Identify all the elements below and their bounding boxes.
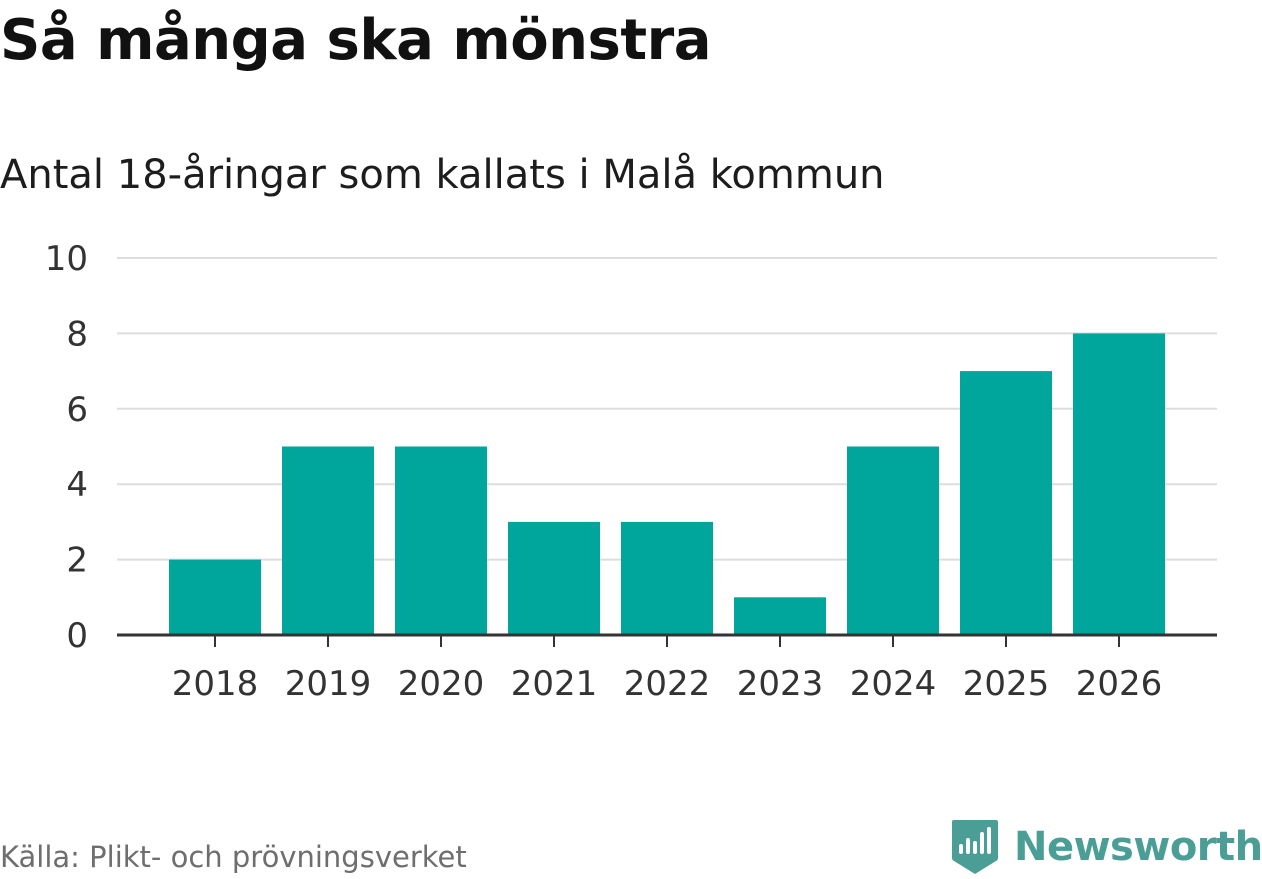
bar bbox=[847, 446, 939, 635]
bar bbox=[508, 521, 600, 635]
brand-name: Newsworthy bbox=[1014, 824, 1262, 870]
bar bbox=[169, 559, 261, 635]
y-tick-label: 8 bbox=[66, 314, 88, 354]
bar-chart: 0 2 4 6 8 10 2018 2019 2020 2021 2022 2023 2024 2025 2… bbox=[45, 239, 1217, 704]
x-tick-label: 2022 bbox=[624, 664, 711, 704]
x-tick-label: 2024 bbox=[850, 664, 937, 704]
brand-logo: Newsworthy bbox=[950, 818, 1262, 876]
chart-subtitle: Antal 18-åringar som kallats i Malå komm… bbox=[0, 152, 885, 198]
x-tick-label: 2023 bbox=[737, 664, 824, 704]
newsworthy-logo-icon bbox=[952, 820, 998, 874]
bar bbox=[395, 446, 487, 635]
chart-title: Så många ska mönstra bbox=[0, 8, 712, 73]
y-tick-label: 2 bbox=[66, 541, 88, 581]
x-tick-label: 2026 bbox=[1076, 664, 1163, 704]
y-tick-label: 10 bbox=[45, 239, 88, 279]
bar bbox=[960, 371, 1052, 635]
x-tick-label: 2021 bbox=[511, 664, 598, 704]
x-tick-label: 2025 bbox=[963, 664, 1050, 704]
bar bbox=[1073, 333, 1165, 635]
bar bbox=[282, 446, 374, 635]
y-tick-label: 0 bbox=[66, 616, 88, 656]
y-tick-label: 6 bbox=[66, 390, 88, 430]
x-tick-label: 2020 bbox=[398, 664, 485, 704]
y-tick-label: 4 bbox=[66, 465, 88, 505]
bar bbox=[621, 521, 713, 635]
source-note: Källa: Plikt- och prövningsverket bbox=[0, 840, 467, 874]
x-tick-label: 2018 bbox=[172, 664, 259, 704]
x-tick-label: 2019 bbox=[285, 664, 372, 704]
bar bbox=[734, 597, 826, 635]
